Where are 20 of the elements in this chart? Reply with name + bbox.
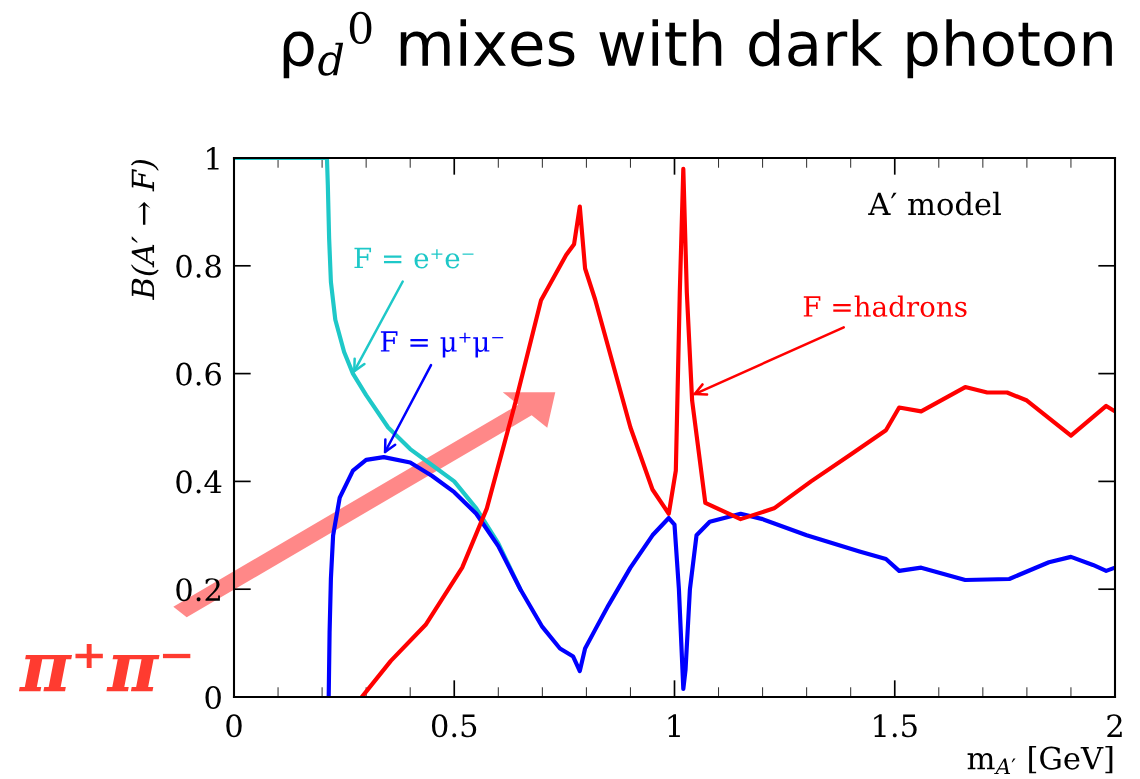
y-tick-label: 0.2 — [176, 578, 220, 602]
line-series — [326, 455, 1115, 697]
annotation: F = μ⁺μ⁻ — [380, 331, 504, 358]
x-tick-label: 0.5 — [431, 714, 477, 738]
y-tick-label: 0.6 — [176, 362, 221, 386]
y-tick-label: 0.8 — [176, 254, 221, 278]
y-tick-label: 1 — [207, 146, 219, 170]
chart-title: ρ$_{d}$$^{0}$ mixes with dark photon — [283, 11, 1112, 79]
y-tick-label: 0 — [205, 685, 221, 710]
x-tick-label: 2 — [1107, 714, 1122, 737]
x-tick-label: 1.5 — [874, 714, 917, 738]
annotation: F = e⁺e⁻ — [354, 247, 474, 269]
y-tick-label: 0.4 — [176, 470, 222, 494]
text: π⁺π⁻ — [18, 644, 191, 692]
x-axis-title: m$_{A′}$ [GeV] — [967, 746, 1113, 774]
annotation: F =hadrons — [803, 295, 967, 317]
x-tick-label: 1 — [668, 714, 680, 737]
y-axis-title: B(A′ → F) — [130, 159, 159, 300]
annotation: A′ model — [868, 191, 1001, 216]
x-tick-label: 0 — [226, 714, 242, 738]
